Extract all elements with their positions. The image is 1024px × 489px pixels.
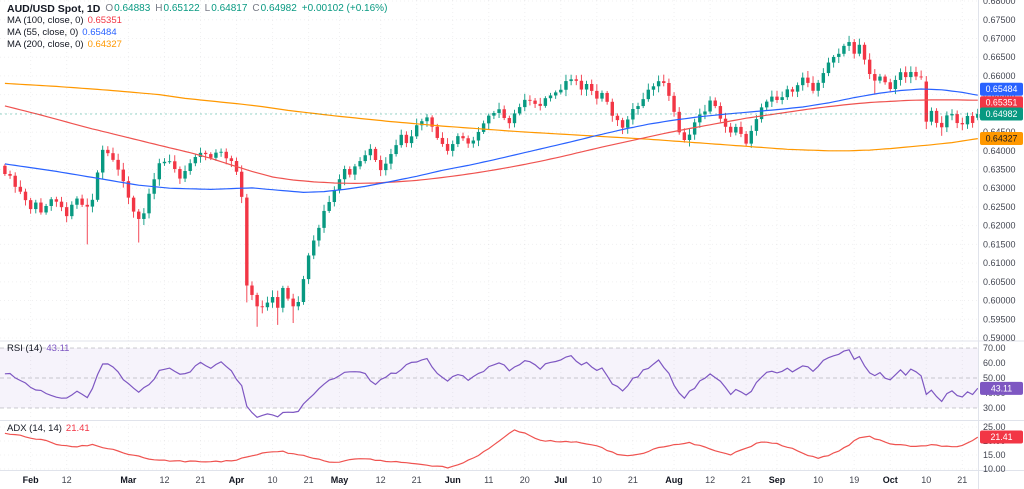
symbol-legend-row[interactable]: AUD/USD Spot, 1D O 0.64883 H 0.65122 L 0.64… [7, 2, 388, 15]
svg-text:0.62500: 0.62500 [983, 202, 1016, 212]
svg-text:21: 21 [304, 475, 314, 485]
svg-text:Jul: Jul [554, 475, 567, 485]
ma200-label: MA (200, close, 0) [7, 39, 84, 50]
svg-text:21: 21 [957, 475, 967, 485]
ma100-line[interactable] [4, 99, 978, 185]
symbol-title: AUD/USD Spot, 1D [7, 2, 101, 15]
svg-text:21: 21 [195, 475, 205, 485]
rsi-band [0, 347, 978, 409]
svg-text:30.00: 30.00 [983, 403, 1006, 413]
rsi-value: 43.11 [46, 343, 70, 354]
ma55-legend-row[interactable]: MA (55, close, 0) 0.65484 [7, 27, 387, 38]
svg-text:Mar: Mar [120, 475, 137, 485]
svg-text:0.63500: 0.63500 [983, 165, 1016, 175]
svg-text:0.63000: 0.63000 [983, 183, 1016, 193]
adx-line[interactable] [4, 429, 979, 469]
svg-text:21: 21 [412, 475, 422, 485]
ma55-value: 0.65484 [82, 27, 117, 38]
svg-text:50.00: 50.00 [983, 373, 1006, 383]
svg-text:Feb: Feb [23, 475, 40, 485]
svg-text:0.67000: 0.67000 [983, 33, 1016, 43]
svg-text:0.61000: 0.61000 [983, 258, 1016, 268]
low-label: L [204, 3, 211, 14]
ma200-legend-row[interactable]: MA (200, close, 0) 0.64327 [7, 39, 387, 50]
svg-text:10: 10 [268, 475, 278, 485]
ma100-legend-row[interactable]: MA (100, close, 0) 0.65351 [7, 15, 387, 26]
adx-label: ADX (14, 14) [7, 423, 62, 434]
low-value: 0.64817 [211, 3, 248, 14]
open-value: 0.64883 [114, 3, 151, 14]
svg-text:Oct: Oct [883, 475, 898, 485]
svg-text:21.41: 21.41 [990, 432, 1012, 442]
ma200-line[interactable] [4, 82, 978, 152]
svg-text:0.59000: 0.59000 [983, 333, 1016, 343]
svg-text:0.67500: 0.67500 [983, 15, 1016, 25]
svg-text:0.60500: 0.60500 [983, 277, 1016, 287]
svg-text:0.66000: 0.66000 [983, 71, 1016, 81]
close-label: C [252, 3, 260, 14]
ma100-value: 0.65351 [87, 15, 122, 26]
svg-text:0.64982: 0.64982 [986, 109, 1018, 119]
svg-text:25.00: 25.00 [983, 422, 1006, 432]
high-value: 0.65122 [163, 3, 200, 14]
rsi-legend-row[interactable]: RSI (14) 43.11 [7, 343, 69, 354]
svg-text:0.60000: 0.60000 [983, 296, 1016, 306]
svg-text:60.00: 60.00 [983, 358, 1006, 368]
ma100-label: MA (100, close, 0) [7, 15, 84, 26]
close-value: 0.64982 [260, 3, 297, 14]
svg-text:Sep: Sep [769, 475, 786, 485]
svg-text:11: 11 [484, 475, 493, 485]
adx-legend-row[interactable]: ADX (14, 14) 21.41 [7, 423, 90, 434]
svg-text:12: 12 [62, 475, 72, 485]
legend: AUD/USD Spot, 1D O 0.64883 H 0.65122 L 0.64… [7, 3, 387, 51]
svg-text:43.11: 43.11 [991, 383, 1012, 393]
rsi-label: RSI (14) [7, 343, 43, 354]
svg-text:10: 10 [592, 475, 602, 485]
svg-text:0.62000: 0.62000 [983, 221, 1016, 231]
svg-text:0.59500: 0.59500 [983, 314, 1016, 324]
svg-text:0.68000: 0.68000 [983, 0, 1016, 6]
ma200-value: 0.64327 [87, 39, 122, 50]
svg-text:0.64327: 0.64327 [986, 134, 1018, 144]
svg-text:10.00: 10.00 [983, 464, 1006, 474]
time-axis[interactable] [0, 471, 1024, 489]
rsi-line[interactable] [4, 349, 979, 418]
candles-layer [3, 35, 980, 327]
svg-text:21: 21 [741, 475, 751, 485]
change-value: +0.00102 (+0.16%) [301, 3, 388, 14]
svg-text:Apr: Apr [229, 475, 245, 485]
high-label: H [155, 3, 163, 14]
adx-value: 21.41 [65, 423, 90, 434]
svg-text:20: 20 [520, 475, 530, 485]
svg-text:12: 12 [705, 475, 715, 485]
ma55-label: MA (55, close, 0) [7, 27, 79, 38]
svg-text:0.65484: 0.65484 [986, 84, 1018, 94]
svg-text:19: 19 [849, 475, 859, 485]
svg-text:Aug: Aug [665, 475, 683, 485]
svg-text:10: 10 [813, 475, 823, 485]
ma55-line[interactable] [4, 88, 978, 194]
svg-text:10: 10 [921, 475, 931, 485]
svg-text:Jun: Jun [445, 475, 461, 485]
svg-text:May: May [331, 475, 349, 485]
svg-text:0.61500: 0.61500 [983, 239, 1016, 249]
svg-text:15.00: 15.00 [983, 450, 1006, 460]
svg-text:12: 12 [159, 475, 169, 485]
svg-text:0.64000: 0.64000 [983, 146, 1016, 156]
svg-text:12: 12 [376, 475, 386, 485]
svg-text:70.00: 70.00 [983, 343, 1006, 353]
gridlines [0, 0, 978, 470]
time-axis-labels: Feb 12 Mar 12 21 Apr 10 21 May 12 21 Jun 11 20 Jul 10 21… [23, 475, 968, 485]
svg-text:0.66500: 0.66500 [983, 52, 1016, 62]
open-label: O [105, 3, 114, 14]
price-axis[interactable] [978, 0, 1024, 470]
svg-text:0.65351: 0.65351 [986, 98, 1018, 108]
svg-text:21: 21 [628, 475, 638, 485]
